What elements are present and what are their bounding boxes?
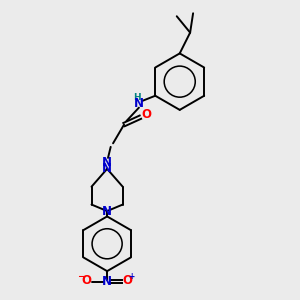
Text: N: N: [134, 97, 144, 110]
Text: N: N: [102, 275, 112, 288]
Text: N: N: [102, 156, 112, 169]
Text: N: N: [102, 205, 112, 218]
Text: O: O: [81, 274, 91, 287]
Text: +: +: [129, 272, 135, 281]
Text: −: −: [77, 272, 85, 281]
Text: O: O: [122, 274, 132, 287]
Text: H: H: [134, 93, 141, 102]
Text: N: N: [102, 162, 112, 176]
Text: O: O: [141, 108, 152, 121]
